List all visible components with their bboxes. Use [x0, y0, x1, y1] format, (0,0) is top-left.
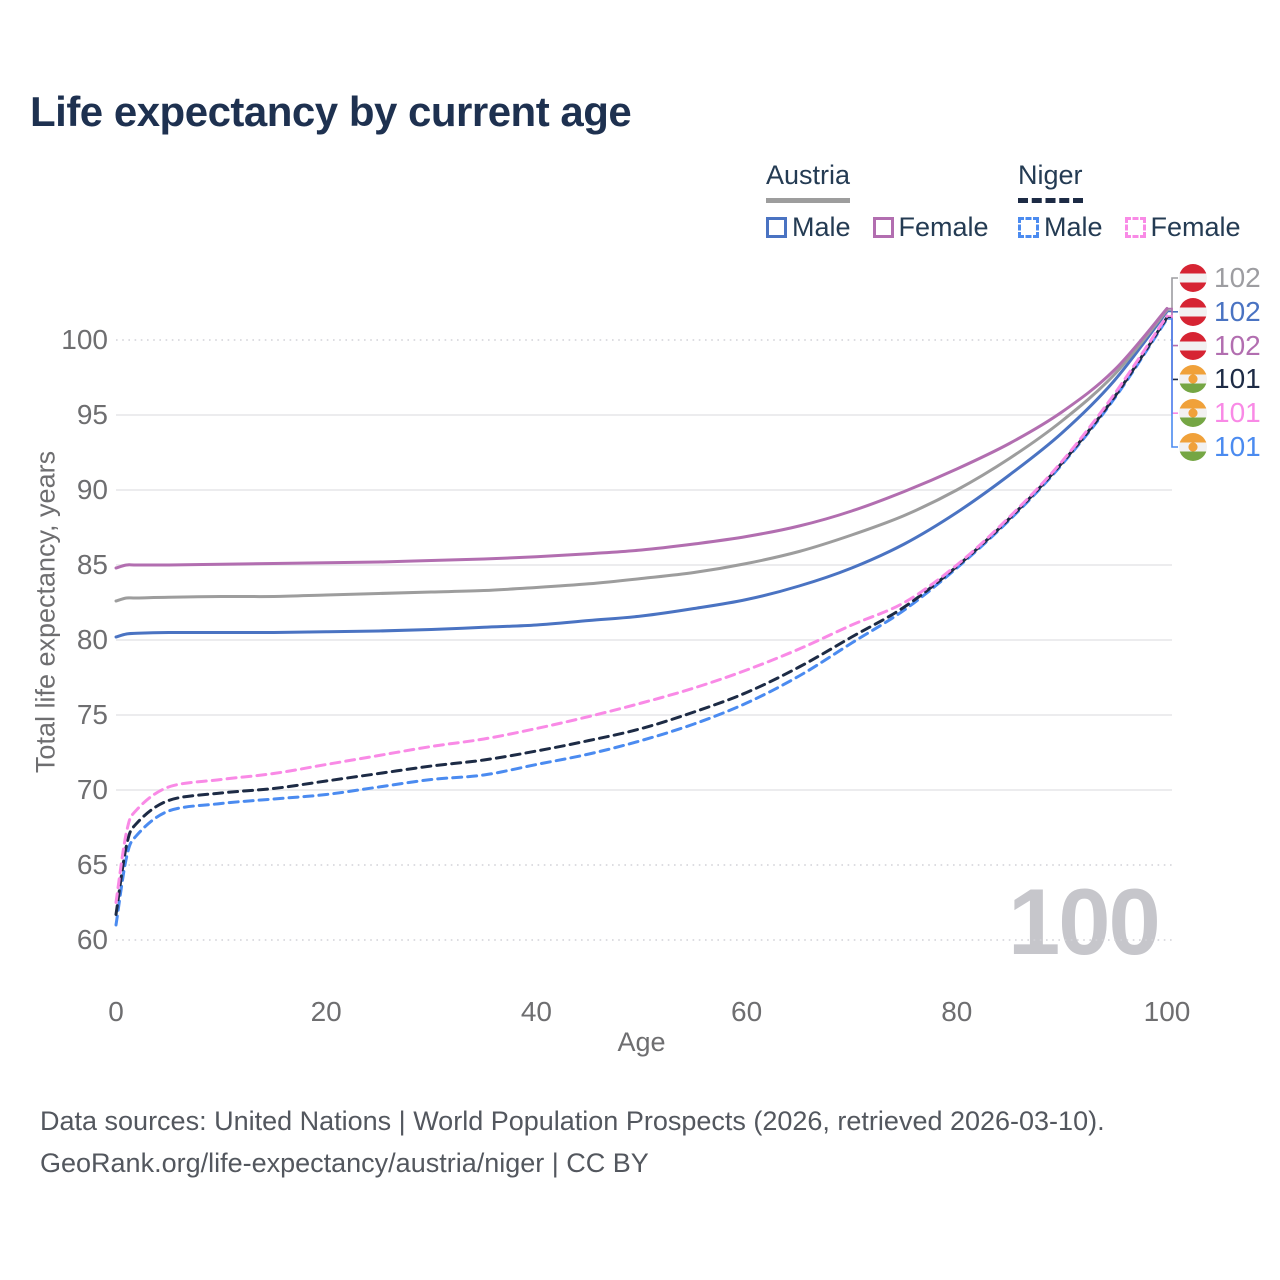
page-title: Life expectancy by current age — [30, 88, 632, 135]
y-tick-75: 75 — [76, 699, 108, 730]
end-label-niger-average[interactable]: 101 — [1179, 362, 1261, 396]
legend-group-niger-name[interactable]: Niger — [1018, 160, 1083, 203]
austria-male-swatch — [766, 217, 787, 238]
niger-flag-icon — [1179, 399, 1207, 428]
y-tick-85: 85 — [76, 549, 108, 580]
series-line-austria-average[interactable] — [114, 308, 1169, 603]
x-tick-0: 0 — [108, 996, 124, 1027]
legend-item-austria-male[interactable]: Male — [766, 212, 851, 243]
end-label-value: 102 — [1214, 329, 1261, 361]
niger-male-swatch — [1018, 217, 1039, 238]
series-line-niger-average[interactable] — [114, 316, 1169, 916]
legend-item-niger-female[interactable]: Female — [1124, 212, 1241, 243]
footer-sources: Data sources: United Nations | World Pop… — [40, 1106, 1105, 1136]
end-label-value: 101 — [1214, 431, 1261, 462]
end-label-connector — [1168, 277, 1178, 311]
niger-male-label: Male — [1044, 212, 1103, 242]
austria-female-label: Female — [898, 212, 989, 242]
end-label-austria-average[interactable]: 102 — [1179, 261, 1261, 295]
end-label-austria-female[interactable]: 102 — [1179, 329, 1261, 363]
legend-item-niger-male[interactable]: Male — [1018, 212, 1103, 243]
austria-flag-icon — [1179, 331, 1207, 360]
y-tick-80: 80 — [76, 624, 108, 655]
legend-item-austria-female[interactable]: Female — [872, 212, 989, 243]
x-axis-title: Age — [617, 1027, 666, 1057]
x-tick-80: 80 — [941, 996, 973, 1027]
end-label-connector — [1168, 315, 1178, 414]
y-tick-95: 95 — [76, 399, 108, 430]
end-label-connector — [1168, 318, 1178, 448]
x-tick-40: 40 — [520, 996, 552, 1027]
niger-flag-icon — [1179, 433, 1207, 461]
y-tick-100: 100 — [61, 324, 108, 355]
end-label-connector — [1168, 307, 1178, 347]
niger-flag-icon — [1179, 365, 1207, 394]
end-label-niger-male[interactable]: 101 — [1179, 430, 1261, 464]
austria-flag-icon — [1179, 297, 1207, 326]
y-tick-65: 65 — [76, 849, 108, 880]
niger-female-label: Female — [1150, 212, 1241, 242]
footer-link: GeoRank.org/life-expectancy/austria/nige… — [40, 1148, 649, 1178]
series-line-niger-female[interactable] — [114, 314, 1169, 904]
y-tick-90: 90 — [76, 474, 108, 505]
end-label-value: 101 — [1214, 363, 1261, 395]
end-label-niger-female[interactable]: 101 — [1179, 396, 1261, 430]
austria-female-swatch — [872, 217, 894, 238]
legend-group-austria-name[interactable]: Austria — [766, 160, 851, 203]
legend-group-austria: Austria Male Female — [766, 160, 989, 243]
x-tick-60: 60 — [731, 996, 763, 1027]
austria-flag-icon — [1179, 264, 1207, 292]
austria-male-label: Male — [792, 212, 851, 242]
legend-group-niger: Niger Male Female — [1018, 160, 1241, 243]
end-label-connector — [1168, 316, 1178, 381]
series-line-austria-female[interactable] — [114, 307, 1169, 570]
x-tick-100: 100 — [1143, 996, 1191, 1027]
end-label-austria-male[interactable]: 102 — [1179, 295, 1261, 329]
x-tick-20: 20 — [310, 996, 342, 1027]
niger-female-swatch — [1124, 217, 1146, 238]
series-line-niger-male[interactable] — [114, 317, 1169, 927]
end-label-value: 101 — [1214, 397, 1261, 429]
series-line-austria-male[interactable] — [114, 310, 1169, 639]
age-counter-watermark: 100 — [1008, 869, 1161, 974]
y-tick-60: 60 — [76, 924, 108, 955]
end-label-value: 102 — [1214, 262, 1261, 293]
end-label-value: 102 — [1214, 295, 1261, 327]
y-tick-70: 70 — [76, 774, 108, 805]
